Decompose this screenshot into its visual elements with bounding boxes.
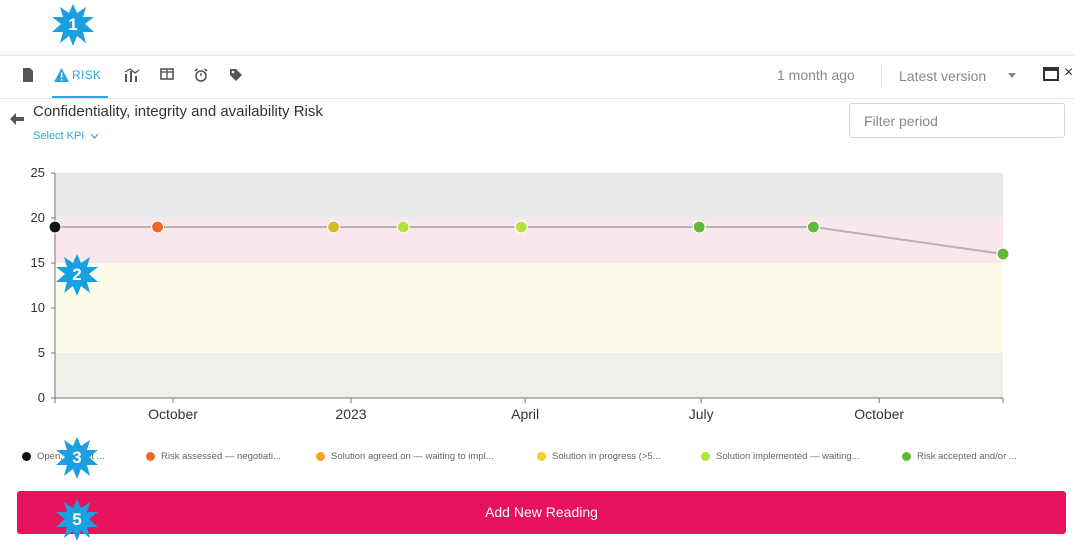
add-new-reading-button[interactable]: Add New Reading — [17, 491, 1066, 534]
y-tick-label: 5 — [38, 345, 45, 360]
legend-dot-icon — [902, 452, 911, 461]
legend-item[interactable]: Solution agreed on — waiting to impl... — [316, 451, 494, 465]
legend-label: Risk accepted and/or ... — [917, 451, 1017, 462]
legend-label: Risk assessed — negotiati... — [161, 451, 281, 462]
legend-label: Solution in progress (>5... — [552, 451, 661, 462]
toolbar-divider — [881, 65, 882, 87]
chart-band-3 — [55, 353, 1003, 398]
data-point[interactable] — [150, 220, 165, 234]
badge-number: 1 — [68, 15, 78, 34]
filter-period-input[interactable] — [849, 103, 1065, 138]
annotation-badge-5: 5 — [54, 497, 100, 543]
x-tick-label: October — [854, 406, 904, 422]
table-icon[interactable] — [159, 68, 175, 84]
legend-item[interactable]: Risk assessed — negotiati... — [146, 451, 281, 465]
data-point[interactable] — [396, 220, 410, 234]
legend-dot-icon — [316, 452, 325, 461]
warning-icon — [54, 68, 69, 82]
back-arrow-icon[interactable] — [10, 112, 24, 128]
y-tick-label: 20 — [31, 210, 45, 225]
tab-risk-label: RISK — [72, 68, 102, 82]
data-point[interactable] — [806, 220, 821, 234]
legend-label: Solution agreed on — waiting to impl... — [331, 451, 494, 462]
window-icon[interactable] — [1043, 67, 1059, 81]
select-kpi-dropdown[interactable]: Select KPI — [33, 130, 99, 142]
legend-dot-icon — [537, 452, 546, 461]
legend-label: Solution implemented — waiting... — [716, 451, 860, 462]
chevron-down-icon[interactable] — [1008, 73, 1016, 78]
splash-icon — [56, 437, 98, 479]
document-icon[interactable] — [20, 68, 36, 84]
x-tick-label: July — [689, 406, 714, 422]
risk-chart: 25 20 15 10 5 0 October 2023 April July October — [31, 165, 1010, 422]
toolbar: RISK 1 month ago Latest version × — [0, 55, 1075, 99]
badge-number: 2 — [72, 265, 82, 284]
select-kpi-label: Select KPI — [33, 130, 85, 142]
y-tick-label: 0 — [38, 390, 45, 405]
legend-item[interactable]: Risk accepted and/or ... — [902, 451, 1017, 465]
y-tick-label: 15 — [31, 255, 45, 270]
legend-dot-icon — [22, 452, 31, 461]
chart-band-1 — [55, 218, 1003, 263]
chart-legend: Open, not yet ...Risk assessed — negotia… — [22, 451, 1072, 465]
x-tick-label: April — [511, 406, 539, 422]
data-point[interactable] — [996, 247, 1010, 261]
splash-icon — [56, 254, 98, 296]
data-point[interactable] — [692, 220, 706, 234]
y-tick-label: 25 — [31, 165, 45, 180]
data-point[interactable] — [48, 220, 62, 234]
splash-icon — [56, 499, 98, 541]
tab-risk[interactable]: RISK — [52, 56, 108, 98]
version-dropdown[interactable]: Latest version — [899, 68, 987, 84]
legend-dot-icon — [146, 452, 155, 461]
series-line — [55, 226, 1004, 255]
annotation-badge-1: 1 — [50, 2, 96, 48]
chart-bands — [55, 173, 1003, 398]
legend-item[interactable]: Solution implemented — waiting... — [701, 451, 860, 465]
page-title: Confidentiality, integrity and availabil… — [33, 103, 323, 120]
data-point[interactable] — [326, 220, 341, 234]
badge-number: 3 — [72, 448, 82, 467]
data-point[interactable] — [514, 220, 528, 234]
updated-timestamp: 1 month ago — [777, 67, 855, 83]
chart-band-2 — [55, 263, 1003, 353]
tag-icon[interactable] — [228, 68, 244, 84]
chart-series — [48, 220, 1010, 261]
x-tick-label: October — [148, 406, 198, 422]
annotation-badge-3: 3 — [54, 435, 100, 481]
chevron-down-icon — [90, 133, 99, 140]
splash-icon — [52, 4, 94, 46]
legend-dot-icon — [701, 452, 710, 461]
close-icon[interactable]: × — [1064, 64, 1074, 81]
badge-number: 5 — [72, 510, 82, 529]
y-tick-label: 10 — [31, 300, 45, 315]
alarm-icon[interactable] — [193, 68, 209, 84]
bar-chart-icon[interactable] — [124, 68, 140, 84]
chart-band-0 — [55, 173, 1003, 218]
legend-item[interactable]: Solution in progress (>5... — [537, 451, 661, 465]
annotation-badge-2: 2 — [54, 252, 100, 298]
chart-axes: 25 20 15 10 5 0 October 2023 April July October — [31, 165, 1004, 422]
x-tick-label: 2023 — [335, 406, 366, 422]
